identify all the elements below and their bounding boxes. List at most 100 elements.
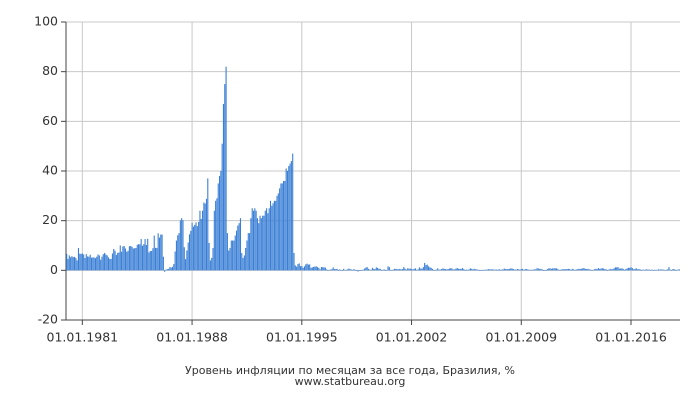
bar [315,266,317,271]
bar [174,251,176,271]
bar [293,252,295,271]
y-tick-label: 20 [42,212,58,227]
bar [633,269,635,271]
bar [661,269,663,271]
bar [123,245,125,271]
bar [416,269,418,271]
bar [337,270,339,271]
bar [124,248,127,271]
bar [663,269,665,271]
bar [562,269,564,271]
bar [434,269,436,271]
bar [179,220,181,271]
bar [379,268,381,271]
bar [93,257,95,271]
bar [522,268,524,271]
bar [205,198,208,271]
bar [676,269,678,271]
bar [105,254,107,271]
bar [557,269,559,271]
bar [399,268,401,271]
bar [604,269,606,271]
bar [343,268,345,271]
bar [467,269,469,271]
bar [631,268,633,271]
bar [546,269,549,271]
bar [365,267,367,271]
bar [135,247,137,271]
bar [537,268,539,271]
bar [360,270,362,271]
bar [70,257,72,271]
bar [448,268,451,271]
bar [107,257,110,271]
bar [275,200,277,271]
bar [584,268,586,271]
bar [332,267,334,271]
bar [388,267,390,271]
bar [71,256,73,271]
bar [386,269,388,271]
bar [531,269,533,271]
bar [553,268,555,271]
bar [258,223,260,271]
bar [213,210,215,271]
bar [221,143,223,271]
bar [169,267,171,271]
bar [417,269,419,271]
bar [131,246,133,271]
bar [414,268,417,271]
bar [166,269,168,271]
bar [286,171,289,271]
bar [472,269,474,271]
bar [443,268,445,271]
bar [110,258,112,271]
bar [216,198,218,271]
bar [192,226,194,271]
bar [433,270,435,271]
bar [326,269,328,271]
bar [209,260,211,271]
bar [536,268,538,271]
bar [333,269,336,271]
bar [187,242,189,271]
bar [428,266,430,271]
bar [350,269,353,271]
bar [383,269,385,271]
bar [375,267,377,271]
bar [451,268,453,271]
bar [471,268,473,271]
bar [465,269,468,271]
bar [247,233,249,271]
y-tick-label: 60 [42,113,58,128]
bar [554,268,556,271]
bar [299,266,302,271]
bar [88,256,90,271]
bar [469,268,471,271]
bar [79,253,81,271]
bar [605,269,607,271]
bar [570,269,572,271]
bar [292,153,294,271]
bar [307,264,309,271]
bar [305,264,307,271]
bar [316,267,319,271]
bar [425,265,427,271]
bar [106,255,108,271]
bar [177,235,179,271]
bar [182,220,184,271]
bar [511,268,513,271]
x-tick-label: 01.01.2009 [485,330,557,345]
bar [115,254,117,271]
bar [437,268,439,271]
bar [586,269,588,271]
bar [438,269,440,271]
bar [461,268,464,271]
bar [181,218,183,271]
bar [185,259,187,271]
bar [289,163,291,271]
bar [533,269,535,271]
bar [113,248,115,271]
bar [382,269,384,271]
bar [412,269,414,271]
